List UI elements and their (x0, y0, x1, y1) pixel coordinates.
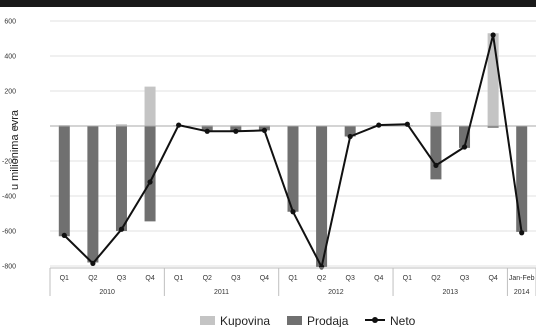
x-tick-label: Q2 (317, 275, 326, 282)
x-tick-label: Q1 (60, 275, 69, 282)
bar-prodaja (316, 126, 328, 267)
y-tick-label: -400 (2, 194, 16, 201)
neto-point (61, 232, 67, 238)
neto-point (433, 162, 439, 168)
x-tick-label: Q3 (117, 275, 126, 282)
x-tick-label: Q2 (203, 275, 212, 282)
y-tick-label: 200 (4, 89, 16, 96)
year-label: 2014 (514, 289, 530, 296)
legend-swatch-kupovina (200, 316, 215, 325)
x-axis: Q1 Q2 Q3 Q4 Q1 Q2 Q3 Q4 Q1 Q2 Q3 Q4 Q1 Q2 Q3 Q4 Jan-Feb 2… (49, 267, 536, 296)
bar-prodaja (344, 126, 356, 137)
x-tick-label: Q3 (460, 275, 469, 282)
top-bar (0, 0, 536, 7)
year-label: 2011 (214, 289, 229, 296)
neto-point (347, 133, 353, 140)
x-tick-label: Q4 (374, 275, 383, 282)
y-tick-label: 0 (12, 124, 16, 131)
y-tick-label: -800 (2, 264, 16, 271)
bar-prodaja (115, 126, 127, 231)
neto-point (519, 230, 525, 236)
neto-point (233, 128, 239, 134)
neto-point (147, 179, 153, 185)
bar-prodaja (487, 126, 499, 128)
legend: Kupovina Prodaja Neto (200, 314, 416, 327)
bar-prodaja (516, 126, 528, 232)
y-tick-label: 600 (4, 19, 16, 26)
bar-kupovina (430, 112, 442, 126)
neto-point (290, 209, 296, 215)
y-tick-label: -600 (2, 229, 16, 236)
neto-line (61, 32, 525, 270)
x-tick-label: Q2 (88, 275, 97, 282)
bar-prodaja (459, 126, 471, 148)
x-tick-label: Jan-Feb (509, 275, 535, 282)
neto-point (90, 260, 96, 266)
y-tick-label: -200 (2, 159, 16, 166)
neto-point (176, 122, 182, 128)
legend-swatch-prodaja (287, 316, 302, 325)
x-tick-label: Q3 (346, 275, 355, 282)
bar-prodaja (287, 126, 299, 212)
neto-point (261, 127, 268, 133)
year-label: 2013 (442, 289, 458, 296)
year-label: 2012 (328, 289, 344, 296)
bar-prodaja (87, 126, 99, 263)
legend-label-kupovina: Kupovina (220, 314, 270, 327)
year-label: 2010 (99, 289, 115, 296)
bars (58, 33, 528, 267)
neto-point (318, 264, 325, 270)
y-axis-ticks: -800 -600 -400 -200 0 200 400 600 (2, 19, 16, 271)
legend-label-prodaja: Prodaja (307, 314, 349, 327)
legend-label-neto: Neto (390, 314, 416, 327)
bar-prodaja (430, 126, 442, 180)
x-tick-label: Q1 (403, 275, 412, 282)
bar-kupovina (115, 124, 127, 126)
neto-point (376, 122, 382, 128)
x-tick-label: Q4 (260, 275, 269, 282)
x-tick-label: Q1 (174, 275, 183, 282)
x-tick-label: Q1 (288, 275, 297, 282)
bar-prodaja (58, 126, 70, 237)
neto-point (404, 121, 410, 127)
bar-kupovina (144, 86, 156, 126)
x-tick-label: Q3 (231, 275, 240, 282)
bar-prodaja (144, 126, 156, 222)
neto-point (204, 128, 210, 134)
y-axis-title: u milionima evra (9, 109, 21, 190)
neto-point (461, 144, 468, 150)
bar-kupovina (487, 33, 499, 126)
neto-point (118, 226, 125, 232)
x-tick-label: Q4 (145, 275, 154, 282)
bar-prodaja (230, 126, 242, 132)
y-tick-label: 400 (4, 54, 16, 61)
x-tick-label: Q2 (431, 275, 440, 282)
legend-marker-neto (372, 317, 378, 323)
bar-prodaja (201, 126, 213, 131)
neto-point (490, 32, 496, 38)
x-tick-label: Q4 (488, 275, 497, 282)
